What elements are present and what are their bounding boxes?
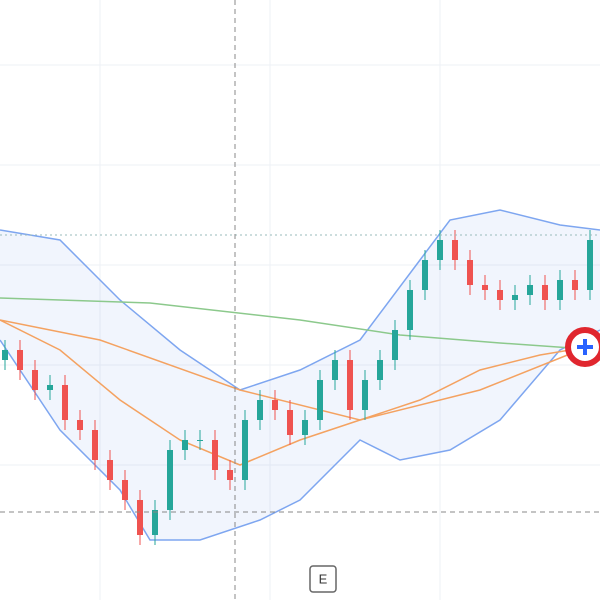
candle-body xyxy=(527,285,533,295)
candle-body xyxy=(167,450,173,510)
candle-body xyxy=(62,385,68,420)
indicator-line xyxy=(0,209,600,391)
candle-body xyxy=(332,360,338,380)
band-fill xyxy=(0,210,600,540)
candle-body xyxy=(362,380,368,410)
candle-body xyxy=(2,350,8,360)
candle-body xyxy=(77,420,83,430)
candle-body xyxy=(107,460,113,480)
indicator-line xyxy=(0,297,600,351)
candle-body xyxy=(497,290,503,300)
indicator-line xyxy=(0,319,600,466)
candle-body xyxy=(437,240,443,260)
candle-body xyxy=(377,360,383,380)
candle-body xyxy=(407,290,413,330)
candle-body xyxy=(242,420,248,480)
event-marker[interactable] xyxy=(309,565,337,593)
candle-body xyxy=(467,260,473,285)
add-button[interactable] xyxy=(565,327,600,367)
candle-body xyxy=(587,240,593,290)
candle-body xyxy=(257,400,263,420)
candle-body xyxy=(482,285,488,290)
event-marker-label[interactable]: E xyxy=(319,571,328,586)
candle-body xyxy=(422,260,428,290)
candle-body xyxy=(152,510,158,535)
indicator-line xyxy=(0,319,581,421)
candle-body xyxy=(557,280,563,300)
candle-body xyxy=(347,360,353,410)
candle-body xyxy=(392,330,398,360)
plot xyxy=(0,209,600,545)
candle-body xyxy=(122,480,128,500)
candle-body xyxy=(542,285,548,300)
candle-body xyxy=(17,350,23,370)
candle-body xyxy=(512,295,518,300)
candle-body xyxy=(32,370,38,390)
candle-body xyxy=(272,400,278,410)
indicator-line xyxy=(0,329,600,541)
candle-body xyxy=(572,280,578,290)
candle-body xyxy=(212,440,218,470)
candle-body xyxy=(137,500,143,535)
candle-body xyxy=(287,410,293,435)
candle-body xyxy=(452,240,458,260)
candle-body xyxy=(92,430,98,460)
candle-body xyxy=(302,420,308,435)
add-button-plus[interactable] xyxy=(577,339,593,355)
candle-body xyxy=(197,440,203,441)
candle-body xyxy=(182,440,188,450)
candle-body xyxy=(47,385,53,390)
candle-body xyxy=(227,470,233,480)
candle-body xyxy=(317,380,323,420)
